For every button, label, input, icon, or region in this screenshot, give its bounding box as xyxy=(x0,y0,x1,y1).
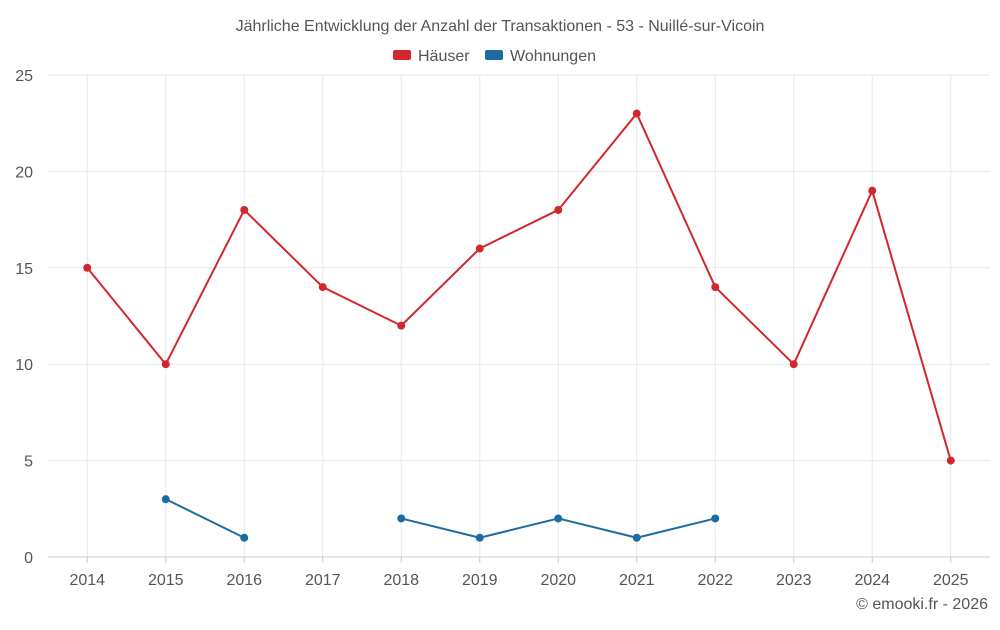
x-tick-label: 2019 xyxy=(462,572,498,589)
data-point-houses[interactable] xyxy=(632,109,641,118)
data-point-houses[interactable] xyxy=(83,263,92,272)
data-point-houses[interactable] xyxy=(946,456,955,465)
series xyxy=(83,109,955,542)
x-tick-label: 2018 xyxy=(383,572,419,589)
x-tick-label: 2014 xyxy=(69,572,105,589)
y-tick-label: 20 xyxy=(15,164,33,181)
data-point-apartments[interactable] xyxy=(554,514,563,523)
y-tick-label: 10 xyxy=(15,357,33,374)
x-tick-label: 2020 xyxy=(540,572,576,589)
y-tick-label: 5 xyxy=(24,454,33,471)
legend: Häuser Wohnungen xyxy=(393,48,596,65)
y-tick-label: 25 xyxy=(15,68,33,85)
data-point-houses[interactable] xyxy=(868,186,877,195)
data-point-houses[interactable] xyxy=(318,283,327,292)
y-tick-label: 15 xyxy=(15,261,33,278)
x-tick-label: 2023 xyxy=(776,572,812,589)
data-point-houses[interactable] xyxy=(789,360,798,369)
data-point-apartments[interactable] xyxy=(475,533,484,542)
data-point-houses[interactable] xyxy=(711,283,720,292)
grid xyxy=(48,74,990,557)
x-tick-label: 2025 xyxy=(933,572,969,589)
data-point-houses[interactable] xyxy=(240,205,249,214)
legend-label-apartments: Wohnungen xyxy=(510,48,596,65)
chart-title: Jährliche Entwicklung der Anzahl der Tra… xyxy=(236,18,765,35)
legend-label-houses: Häuser xyxy=(418,48,470,65)
data-point-houses[interactable] xyxy=(554,205,563,214)
data-point-houses[interactable] xyxy=(475,244,484,253)
data-point-apartments[interactable] xyxy=(240,533,249,542)
x-tick-label: 2017 xyxy=(305,572,341,589)
legend-swatch-apartments xyxy=(485,50,503,60)
data-point-apartments[interactable] xyxy=(711,514,720,523)
legend-item-houses[interactable]: Häuser xyxy=(393,48,470,65)
series-line-houses xyxy=(86,112,952,461)
x-tick-label: 2015 xyxy=(148,572,184,589)
data-point-houses[interactable] xyxy=(161,360,170,369)
data-point-apartments[interactable] xyxy=(397,514,406,523)
y-tick-label: 0 xyxy=(24,550,33,567)
credit-text: © emooki.fr - 2026 xyxy=(856,596,988,613)
legend-swatch-houses xyxy=(393,50,411,60)
series-line-apartments xyxy=(165,498,245,539)
data-point-houses[interactable] xyxy=(397,321,406,330)
x-tick-label: 2021 xyxy=(619,572,655,589)
data-point-apartments[interactable] xyxy=(161,495,170,504)
x-tick-label: 2016 xyxy=(226,572,262,589)
legend-item-apartments[interactable]: Wohnungen xyxy=(485,48,596,65)
x-tick-label: 2024 xyxy=(854,572,890,589)
x-tick-label: 2022 xyxy=(697,572,733,589)
data-point-apartments[interactable] xyxy=(632,533,641,542)
